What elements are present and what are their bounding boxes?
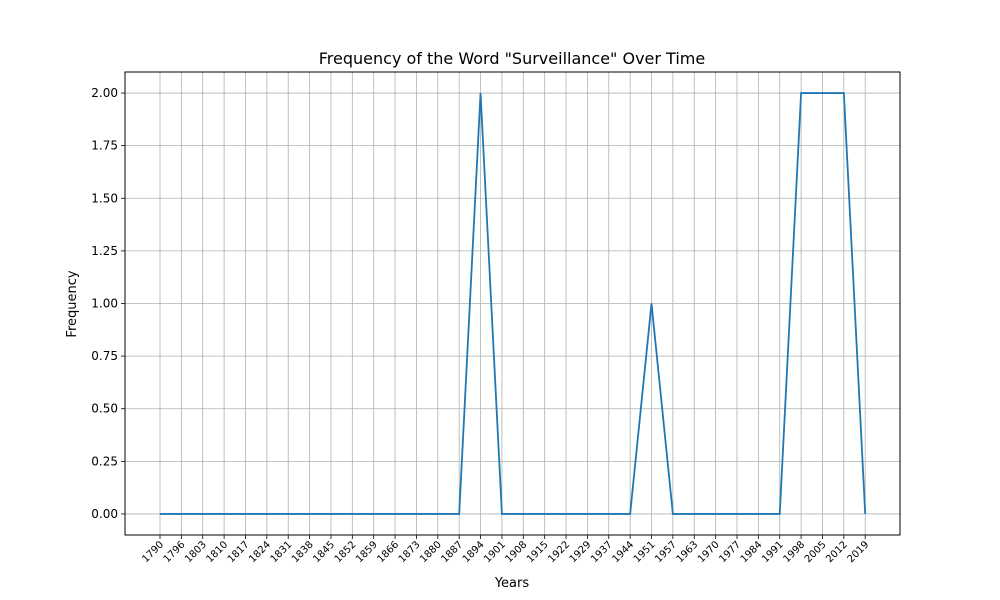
y-tick-label: 0.00	[91, 507, 118, 521]
x-tick-label: 1859	[354, 539, 380, 565]
x-tick-label: 1838	[290, 539, 316, 565]
x-tick-label: 1810	[204, 539, 230, 565]
y-tick-label: 0.75	[91, 349, 118, 363]
x-tick-label: 1970	[696, 539, 722, 565]
x-tick-label: 1957	[653, 539, 679, 565]
x-tick-label: 1944	[610, 539, 636, 565]
x-tick-label: 1824	[247, 539, 273, 565]
x-tick-label: 1873	[397, 539, 423, 565]
series-layer	[159, 92, 867, 515]
x-tick-label: 1817	[226, 539, 252, 565]
x-tick-label: 1951	[632, 539, 658, 565]
x-tick-label: 1991	[760, 539, 786, 565]
x-tick-label: 2019	[846, 539, 872, 565]
grid-lines	[125, 72, 900, 535]
x-tick-label: 1963	[675, 539, 701, 565]
x-tick-label: 1796	[162, 539, 188, 565]
y-axis-label: Frequency	[65, 270, 80, 337]
x-tick-label: 1894	[461, 539, 487, 565]
x-tick-label: 1852	[333, 539, 359, 565]
axis-ticks: 1790179618031810181718241831183818451852…	[91, 86, 871, 565]
x-tick-label: 1977	[717, 539, 743, 565]
x-tick-label: 1831	[269, 539, 295, 565]
x-tick-label: 1803	[183, 539, 209, 565]
x-axis-label: Years	[494, 576, 530, 591]
y-tick-label: 0.50	[91, 402, 118, 416]
x-tick-label: 1901	[482, 539, 508, 565]
x-tick-label: 1915	[525, 539, 551, 565]
x-tick-label: 1937	[589, 539, 615, 565]
x-tick-label: 1984	[739, 539, 765, 565]
x-tick-label: 2005	[803, 539, 829, 565]
chart-title: Frequency of the Word "Surveillance" Ove…	[319, 49, 705, 68]
series-line	[160, 92, 867, 515]
x-tick-label: 1866	[375, 539, 401, 565]
y-tick-label: 1.75	[91, 139, 118, 153]
x-tick-label: 1790	[140, 539, 166, 565]
x-tick-label: 1922	[546, 539, 572, 565]
x-tick-label: 2012	[824, 539, 850, 565]
x-tick-label: 1908	[504, 539, 530, 565]
x-tick-label: 1880	[418, 539, 444, 565]
y-tick-label: 0.25	[91, 454, 118, 468]
y-tick-label: 1.00	[91, 297, 118, 311]
y-tick-label: 2.00	[91, 86, 118, 100]
x-tick-label: 1998	[781, 539, 807, 565]
y-tick-label: 1.50	[91, 191, 118, 205]
y-tick-label: 1.25	[91, 244, 118, 258]
x-tick-label: 1929	[568, 539, 594, 565]
x-tick-label: 1887	[440, 539, 466, 565]
x-tick-label: 1845	[311, 539, 337, 565]
